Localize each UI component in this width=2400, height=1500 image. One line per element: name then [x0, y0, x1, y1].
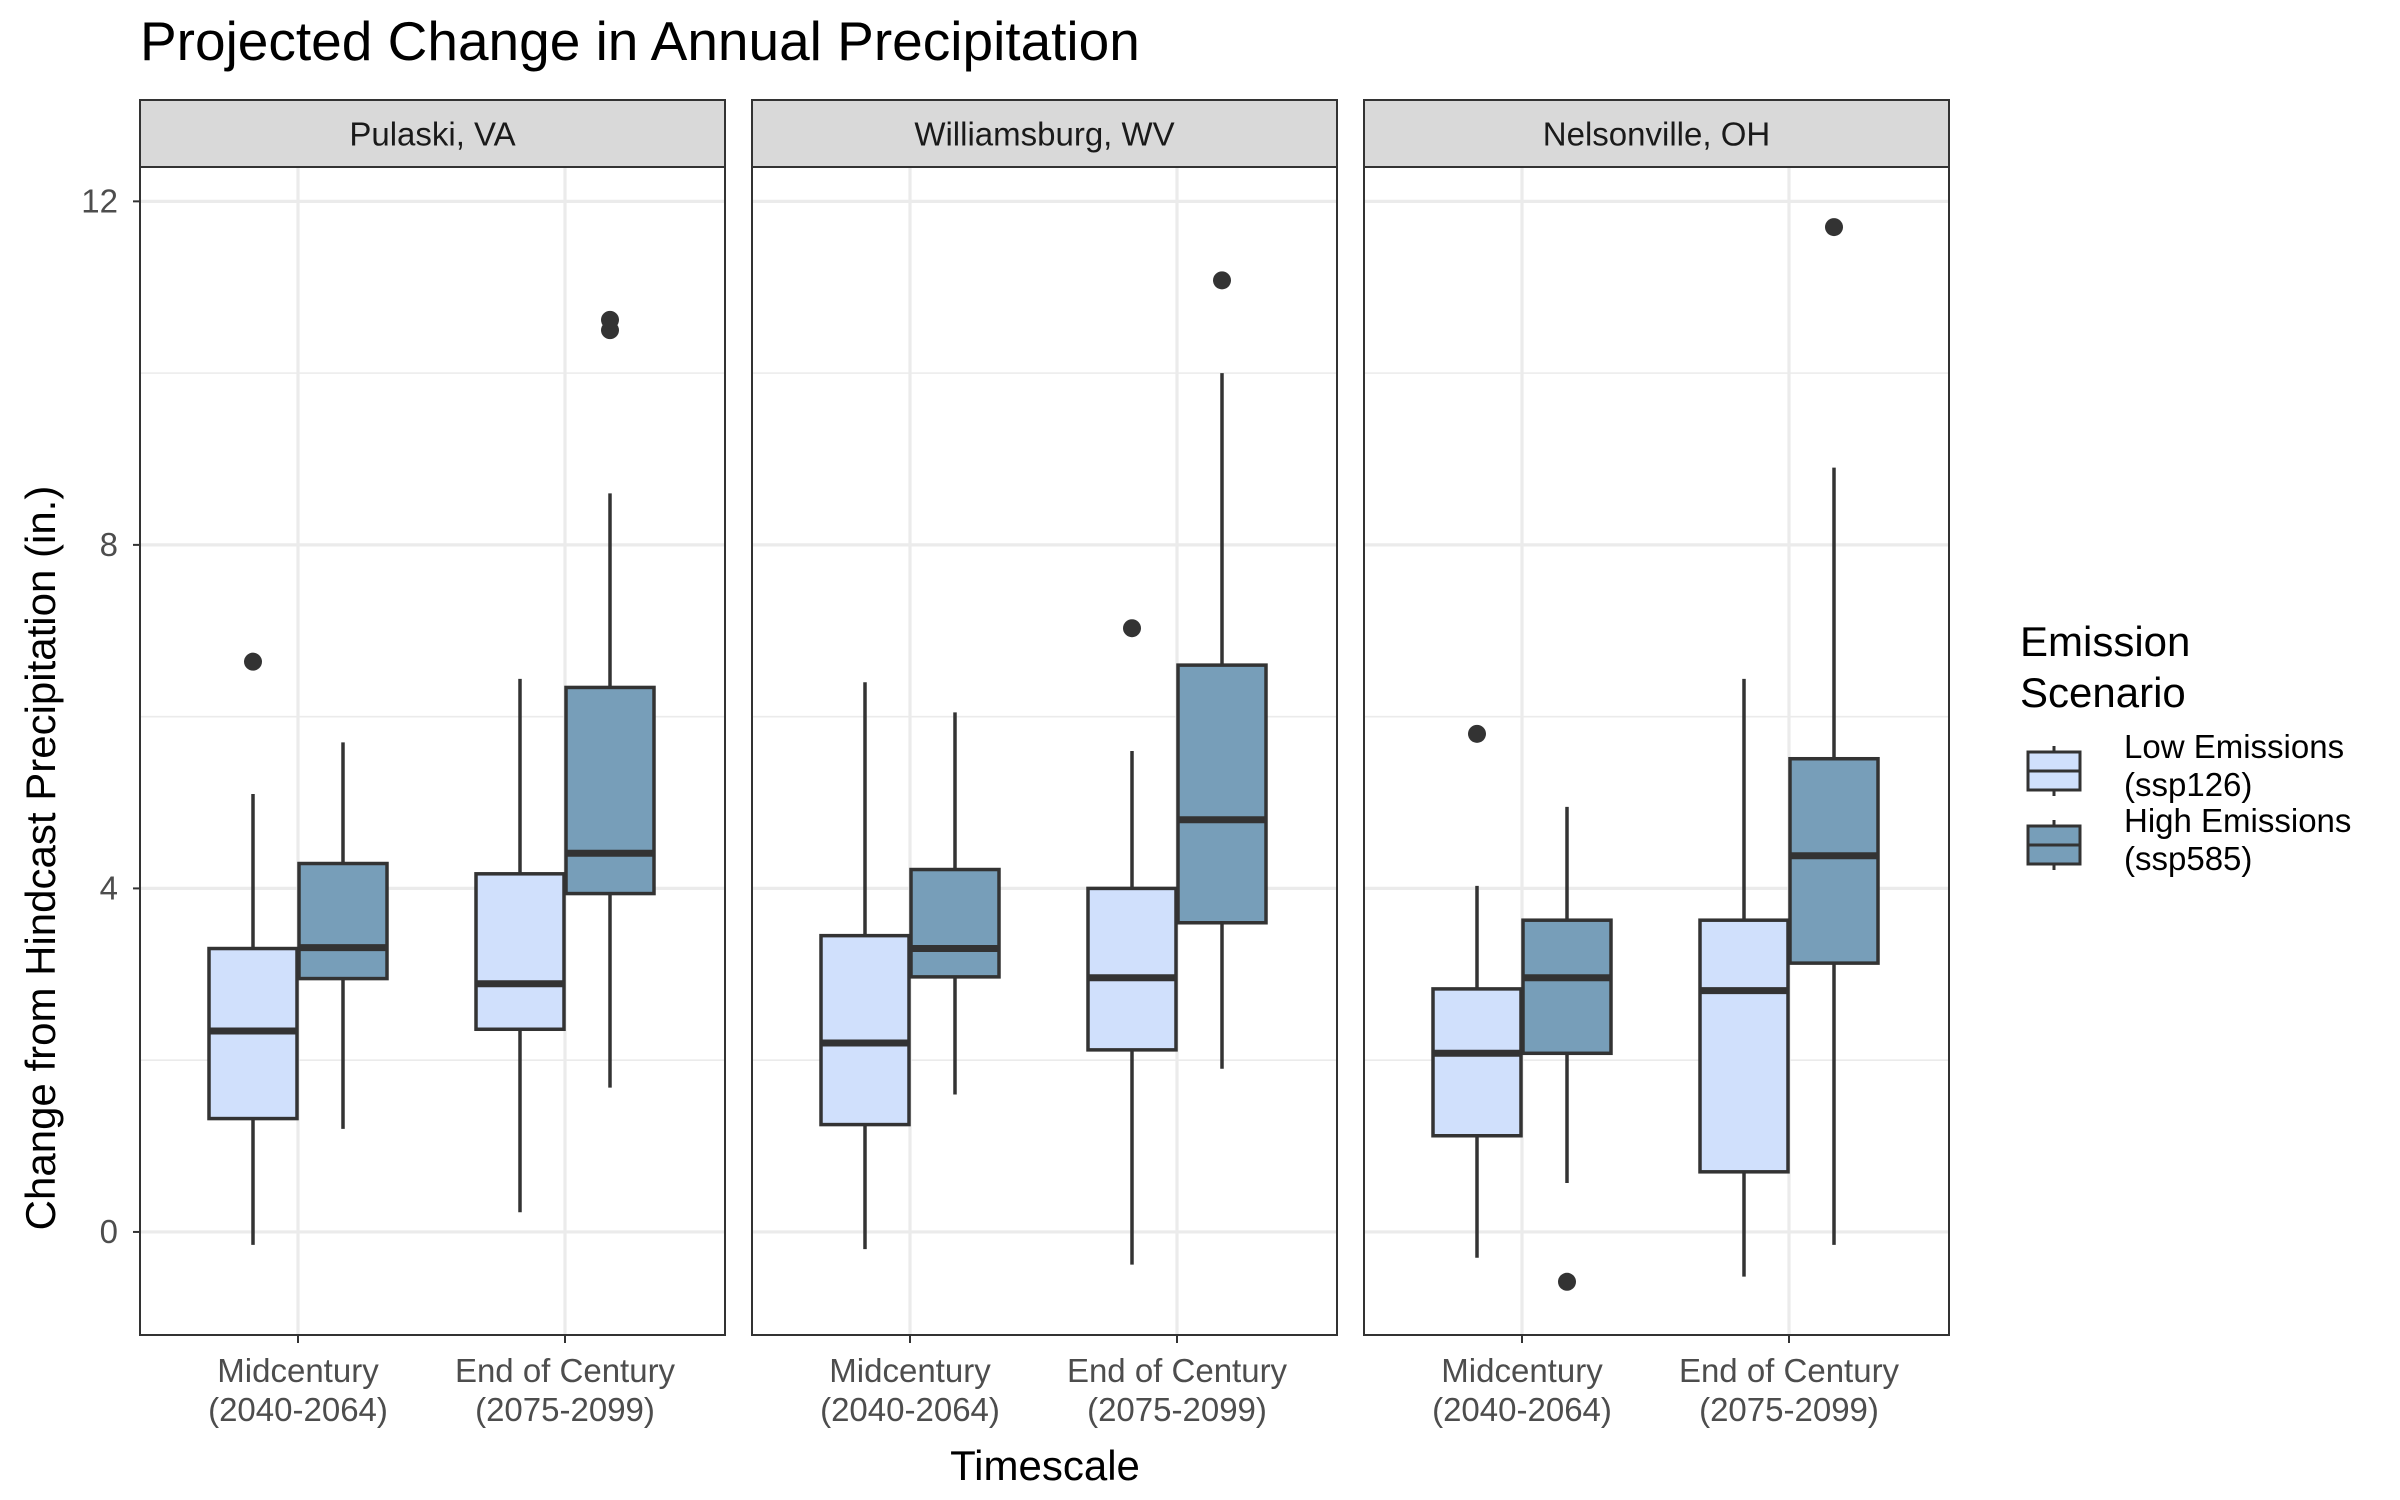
facet-panel: Pulaski, VA Midcentury(2040-2064) End of C…: [139, 99, 726, 1428]
box-high: [297, 861, 389, 981]
box-high: [1788, 756, 1880, 965]
box-high: [1176, 663, 1268, 925]
strip-label: Nelsonville, OH: [1543, 116, 1770, 153]
strip-header: [1363, 99, 1950, 168]
legend-title: Emission: [2020, 618, 2190, 665]
x-axis-title: Timescale: [950, 1442, 1140, 1489]
facet-panel: Nelsonville, OH Midcentury(2040-2064) End …: [1363, 99, 1950, 1428]
y-tick-label: 12: [81, 182, 118, 219]
x-tick-label: Midcentury: [217, 1352, 379, 1389]
box-low: [474, 872, 566, 1032]
x-tick-label: (2040-2064): [1432, 1391, 1612, 1428]
box-high: [564, 685, 656, 896]
outlier-point: [1825, 218, 1843, 237]
x-tick-label: End of Century: [455, 1352, 676, 1389]
y-tick-label: 0: [100, 1213, 118, 1250]
box-high: [1521, 918, 1613, 1056]
x-tick-label: (2075-2099): [1087, 1391, 1267, 1428]
box-high: [909, 867, 1001, 979]
box-low: [819, 933, 911, 1127]
x-tick-label: (2040-2064): [208, 1391, 388, 1428]
outlier-point: [1213, 271, 1231, 290]
strip-label: Pulaski, VA: [349, 116, 515, 153]
box-low: [1698, 918, 1790, 1174]
y-axis-title: Change from Hindcast Precipitation (in.): [17, 486, 64, 1231]
strip-header: [751, 99, 1338, 168]
legend-label: High Emissions: [2124, 802, 2351, 839]
strip-header: [139, 99, 726, 168]
outlier-point: [601, 310, 619, 329]
x-tick-label: End of Century: [1679, 1352, 1900, 1389]
legend-key: [2026, 820, 2082, 870]
panel-background: [1364, 167, 1949, 1335]
x-tick-label: Midcentury: [1441, 1352, 1603, 1389]
x-tick-label: (2040-2064): [820, 1391, 1000, 1428]
y-tick-label: 8: [100, 526, 118, 563]
legend-label: Low Emissions: [2124, 728, 2344, 765]
x-tick-label: End of Century: [1067, 1352, 1288, 1389]
facet-panel: Williamsburg, WV Midcentury(2040-2064) End…: [751, 99, 1338, 1428]
chart-title: Projected Change in Annual Precipitation: [140, 10, 1140, 72]
outlier-point: [244, 652, 262, 671]
y-tick-label: 4: [100, 869, 118, 906]
x-tick-label: Midcentury: [829, 1352, 991, 1389]
legend-label: (ssp585): [2124, 840, 2252, 877]
x-tick-label: (2075-2099): [1699, 1391, 1879, 1428]
x-tick-label: (2075-2099): [475, 1391, 655, 1428]
box-low: [1086, 886, 1178, 1052]
outlier-point: [1468, 724, 1486, 743]
legend-label: (ssp126): [2124, 766, 2252, 803]
box-low: [1431, 987, 1523, 1138]
legend-key: [2026, 746, 2082, 796]
outlier-point: [1123, 619, 1141, 638]
legend-title: Scenario: [2020, 669, 2186, 716]
strip-label: Williamsburg, WV: [914, 116, 1174, 153]
outlier-point: [1558, 1272, 1576, 1291]
